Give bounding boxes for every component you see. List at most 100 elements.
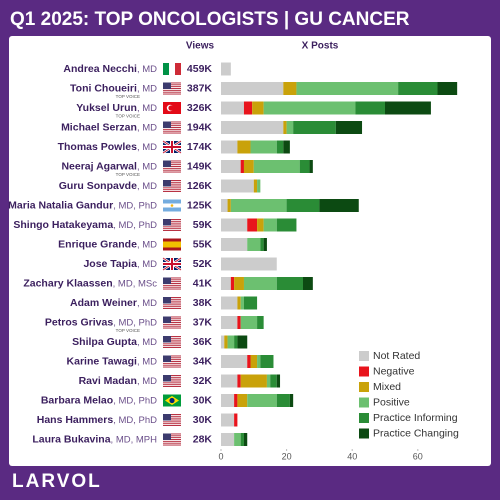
views-header: Views — [186, 41, 215, 52]
credentials: , MD — [137, 83, 157, 94]
credentials: , MD, PhD — [113, 200, 157, 211]
bar-segment — [253, 179, 258, 193]
badge: TOP VOICE — [116, 114, 140, 119]
bar-segment — [276, 218, 297, 232]
flag-part — [163, 277, 171, 284]
flag — [163, 355, 181, 368]
flag-part — [163, 185, 181, 187]
name: Guru Sonpavde — [59, 180, 137, 192]
bar-segment — [286, 121, 294, 134]
person-name: Ravi Madan, MD — [79, 375, 158, 387]
name: Neeraj Agarwal — [61, 160, 137, 172]
legend-swatch — [359, 397, 369, 408]
flag — [163, 394, 181, 407]
flag-part — [163, 84, 181, 86]
flag-part — [163, 364, 181, 366]
name: Shilpa Gupta — [72, 336, 137, 348]
bar-segment — [260, 238, 264, 251]
views: 126K — [187, 180, 213, 192]
flag-part — [163, 357, 181, 359]
bar-segment — [221, 355, 248, 368]
bar-segment — [263, 101, 356, 115]
name: Adam Weiner — [70, 297, 137, 309]
bar-segment — [221, 257, 277, 271]
name: Jose Tapia — [83, 258, 137, 270]
person-name: Andrea Necchi, MD — [63, 63, 157, 75]
bar-segment — [221, 62, 231, 76]
badge: TOP VOICE — [116, 94, 140, 99]
flag-part — [163, 166, 181, 167]
bar-segment — [398, 82, 438, 95]
flag-part — [163, 164, 181, 166]
flag-part — [163, 128, 181, 130]
flag-part — [163, 88, 181, 89]
flag-part — [163, 130, 181, 132]
flag-part — [163, 337, 181, 339]
bar-segment — [263, 238, 267, 251]
flag-part — [163, 308, 181, 309]
bar-segment — [221, 394, 235, 407]
bar-segment — [221, 335, 225, 349]
flag-part — [163, 189, 181, 191]
bar-segment — [234, 433, 241, 446]
bar-segment — [247, 238, 261, 251]
name: Laura Bukavina — [32, 433, 110, 445]
flag-part — [163, 183, 181, 185]
bar-segment — [270, 374, 277, 388]
flag-part — [163, 180, 181, 181]
flag-part — [163, 433, 181, 435]
credentials: , MD — [137, 259, 157, 270]
views: 55K — [193, 238, 213, 250]
flag — [163, 219, 181, 231]
flag — [163, 238, 181, 251]
name: Karine Tawagi — [67, 355, 137, 367]
flag-part — [163, 297, 181, 298]
bar-segment — [276, 374, 281, 388]
bar-segment — [243, 160, 254, 173]
flag-part — [163, 414, 171, 421]
flag-part — [163, 386, 181, 387]
bar-segment — [319, 199, 359, 212]
name: Barbara Melao — [41, 394, 113, 406]
name: Zachary Klaassen — [23, 277, 112, 289]
flag-part — [163, 355, 171, 362]
bar-segment — [221, 316, 238, 329]
x-tick-label: 40 — [347, 451, 357, 461]
flag — [163, 316, 181, 329]
flag-part — [163, 82, 171, 89]
bar-segment — [237, 394, 248, 407]
bar-segment — [237, 140, 251, 154]
flag-part — [163, 378, 181, 380]
bar-segment — [230, 277, 235, 290]
person-name: Jose Tapia, MD — [83, 258, 157, 270]
flag-part — [163, 306, 181, 308]
bar-segment — [385, 101, 431, 115]
bar-segment — [257, 218, 264, 232]
flag-part — [163, 304, 181, 306]
credentials: , MD, PhD — [113, 395, 157, 406]
flag-part — [168, 105, 174, 111]
legend-label: Positive — [373, 396, 410, 408]
bar-segment — [309, 160, 313, 173]
bar-segment — [227, 199, 231, 212]
flag-part — [163, 419, 181, 421]
flag-part — [163, 435, 181, 437]
flag-part — [163, 417, 181, 419]
x-tick-label: 20 — [282, 451, 292, 461]
name: Hans Hammers — [37, 414, 114, 426]
flag-part — [163, 169, 181, 171]
bar-segment — [355, 101, 385, 115]
bar-segment — [234, 277, 244, 290]
chart-title: Q1 2025: TOP ONCOLOGISTS | GU CANCER — [10, 9, 410, 30]
bar-segment — [240, 296, 244, 310]
flag-part — [163, 288, 181, 290]
flag-part — [163, 286, 181, 288]
bar-segment — [276, 394, 290, 407]
person-name: Maria Natalia Gandur, MD, PhD — [8, 199, 157, 211]
name: Shingo Hatakeyama — [13, 219, 113, 231]
bar-segment — [243, 296, 258, 310]
credentials: , MD — [137, 376, 157, 387]
bar-segment — [293, 121, 336, 134]
flag-part — [163, 241, 181, 248]
credentials: , MD, PhD — [113, 415, 157, 426]
